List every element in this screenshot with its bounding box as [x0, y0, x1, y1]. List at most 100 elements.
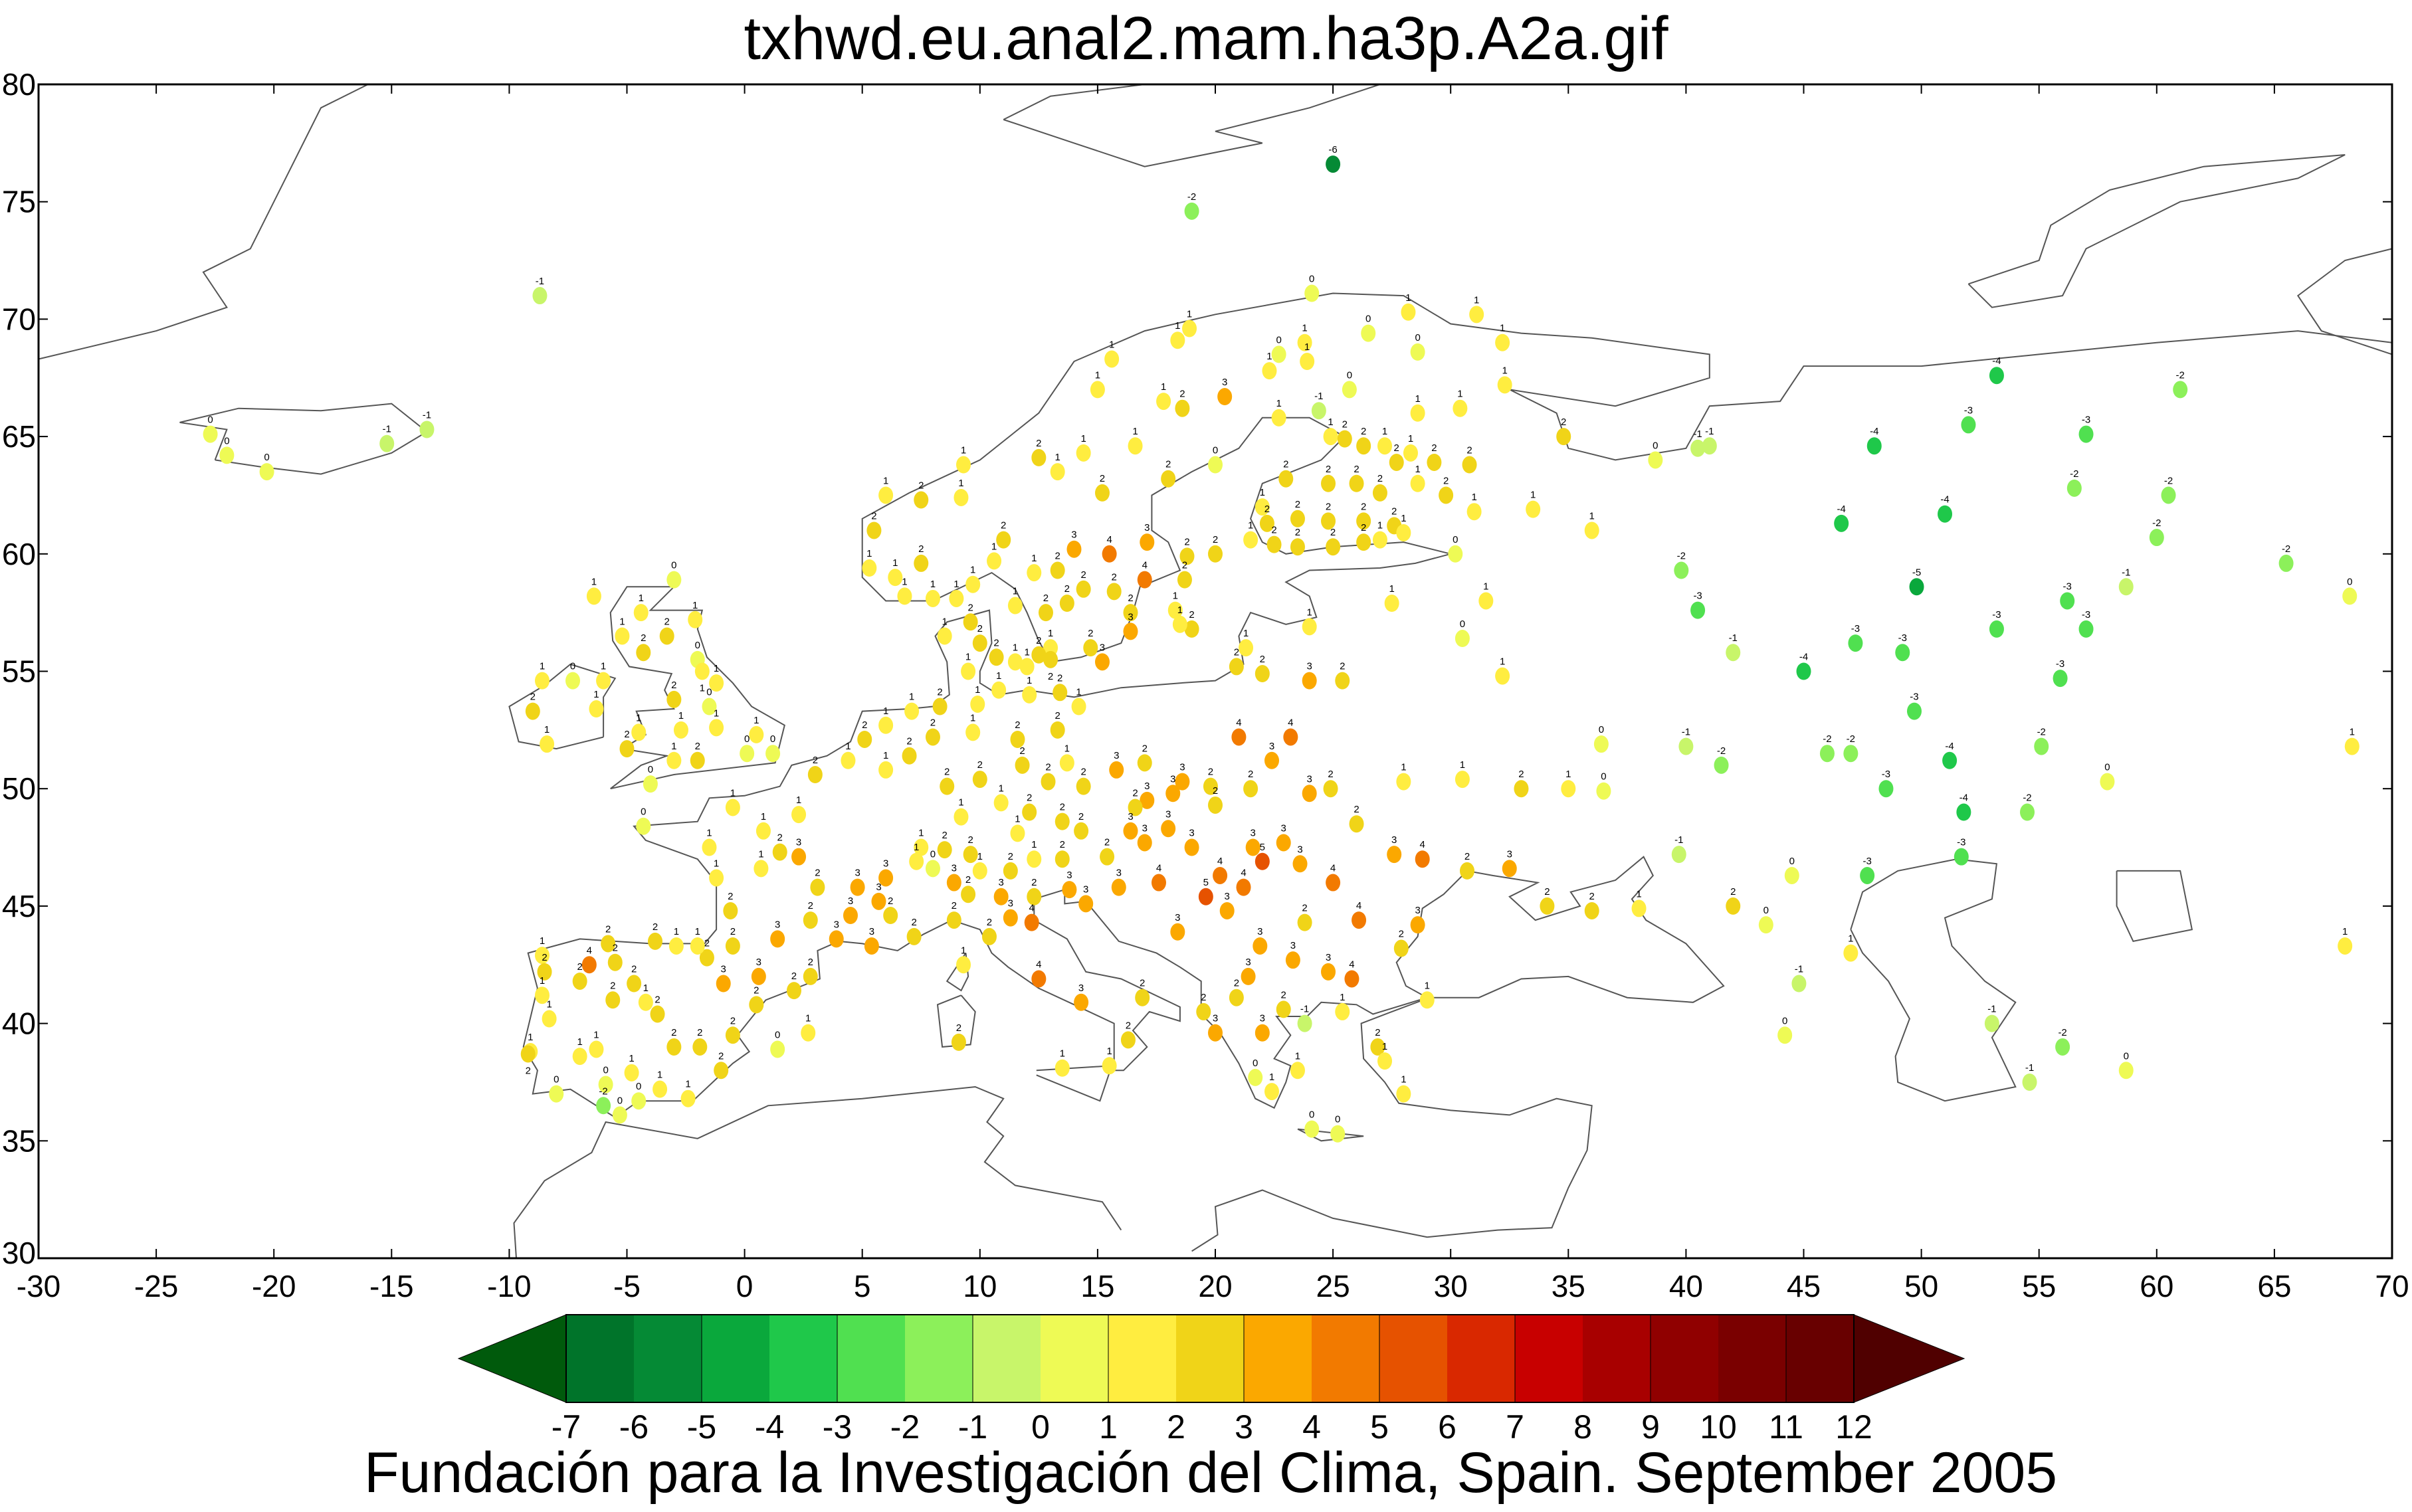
station-value-label: 4	[1217, 856, 1223, 867]
station-marker	[2034, 737, 2049, 755]
colorbar-segment	[634, 1315, 702, 1402]
station-marker	[2118, 1062, 2134, 1080]
colorbar-label: -6	[619, 1408, 649, 1446]
x-tick-label: 20	[1198, 1269, 1232, 1303]
station-value-label: 0	[1276, 334, 1281, 345]
station-value-label: -2	[1847, 733, 1855, 745]
station-marker	[1170, 923, 1185, 941]
station-value-label: 2	[1234, 978, 1239, 989]
station-marker	[1777, 1026, 1793, 1044]
colorbar-segment	[1786, 1315, 1855, 1402]
station-value-label: 1	[1024, 646, 1029, 658]
station-marker	[534, 947, 550, 965]
colorbar-segment	[1651, 1315, 1719, 1402]
station-marker	[940, 777, 955, 795]
station-marker	[1123, 822, 1138, 840]
station-marker	[1055, 850, 1070, 868]
station-value-label: 0	[1309, 1109, 1314, 1121]
station-value-label: 2	[1112, 571, 1117, 583]
station-marker	[419, 421, 435, 438]
station-value-label: 4	[1106, 534, 1112, 545]
colorbar-label: 9	[1641, 1408, 1660, 1446]
station-marker	[1796, 662, 1811, 680]
station-value-label: 1	[1328, 417, 1333, 428]
station-marker	[1102, 1057, 1117, 1075]
station-marker	[1384, 595, 1399, 613]
station-value-label: 1	[1095, 369, 1100, 381]
station-marker	[1175, 773, 1190, 791]
station-marker	[1161, 820, 1176, 838]
station-marker	[1062, 881, 1077, 899]
station-value-label: 2	[1328, 769, 1333, 780]
x-tick-label: 25	[1316, 1269, 1350, 1303]
station-value-label: 2	[1008, 851, 1013, 862]
station-marker	[1895, 644, 1910, 662]
colorbar-label: 11	[1769, 1408, 1803, 1446]
station-marker	[203, 425, 218, 443]
station-marker	[1259, 514, 1274, 532]
station-marker	[883, 907, 898, 925]
station-value-label: 1	[528, 1032, 533, 1043]
colorbar-over-triangle	[1853, 1314, 1965, 1403]
station-value-label: 0	[2347, 576, 2352, 587]
station-value-label: 0	[695, 640, 700, 651]
station-value-label: 4	[1029, 903, 1035, 914]
coastline	[1967, 154, 2346, 308]
station-marker	[970, 695, 985, 713]
x-tick-label: 15	[1080, 1269, 1114, 1303]
station-value-label: 3	[1290, 940, 1296, 951]
station-value-label: 1	[714, 858, 719, 869]
station-marker	[1024, 913, 1039, 931]
station-value-label: 1	[1177, 605, 1183, 616]
station-value-label: 0	[1599, 724, 1604, 735]
station-value-label: 3	[848, 896, 853, 907]
station-value-label: 0	[553, 1074, 559, 1086]
station-value-label: 1	[1187, 309, 1192, 320]
station-marker	[1041, 773, 1056, 791]
station-marker	[2078, 620, 2094, 638]
station-value-label: 2	[1104, 837, 1110, 848]
station-value-label: 1	[692, 600, 698, 611]
station-marker	[1229, 989, 1244, 1006]
station-marker	[2066, 479, 2082, 497]
station-marker	[1909, 578, 1924, 596]
station-marker	[2118, 578, 2134, 596]
station-marker	[1050, 463, 1065, 481]
station-value-label: 1	[1031, 553, 1037, 564]
station-marker	[1208, 545, 1223, 563]
station-value-label: 3	[1144, 781, 1150, 792]
station-marker	[963, 846, 978, 864]
station-marker	[904, 702, 920, 720]
station-marker	[803, 967, 818, 985]
station-marker	[1196, 1002, 1211, 1020]
station-marker	[1219, 901, 1235, 919]
station-marker	[680, 1089, 696, 1107]
station-value-label: 2	[1518, 769, 1524, 780]
station-value-label: 1	[1500, 656, 1505, 668]
station-marker	[1217, 388, 1233, 406]
station-value-label: 2	[653, 921, 658, 933]
station-marker	[659, 627, 674, 645]
colorbar-segment	[1379, 1315, 1448, 1402]
station-value-label: 2	[530, 692, 536, 703]
station-marker	[981, 927, 997, 945]
station-marker	[725, 937, 740, 955]
colorbar-label: -2	[890, 1408, 920, 1446]
colorbar-label: -5	[687, 1408, 716, 1446]
station-value-label: 5	[1260, 842, 1265, 853]
station-value-label: 3	[1297, 844, 1302, 855]
colorbar-label: 12	[1835, 1408, 1872, 1446]
station-value-label: -1	[1314, 391, 1323, 402]
station-marker	[1050, 721, 1065, 739]
station-value-label: 0	[641, 806, 646, 818]
station-marker	[1213, 866, 1228, 884]
station-marker	[1415, 850, 1430, 868]
station-value-label: -2	[2176, 369, 2185, 381]
station-value-label: 4	[1036, 959, 1041, 970]
station-marker	[1123, 604, 1138, 622]
station-marker	[1038, 604, 1053, 622]
station-marker	[1059, 754, 1074, 772]
station-value-label: 0	[1601, 771, 1606, 783]
